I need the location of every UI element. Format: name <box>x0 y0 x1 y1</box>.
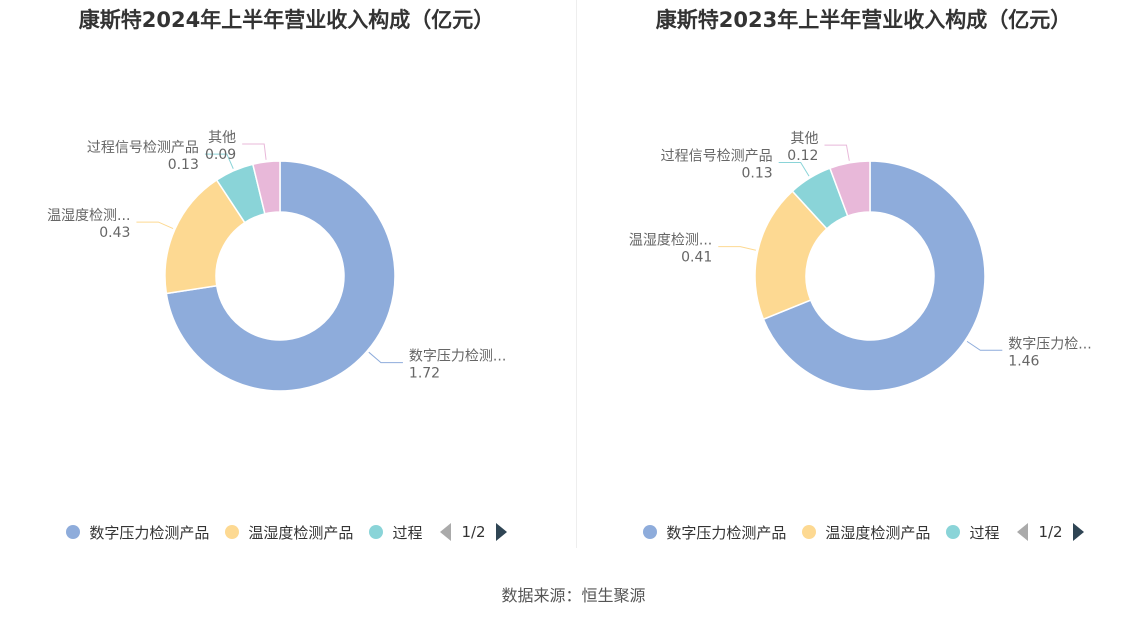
legend-item-digital-pressure[interactable]: 数字压力检测产品 <box>643 522 786 543</box>
legend-label: 数字压力检测产品 <box>666 523 787 542</box>
legend-marker <box>946 525 961 539</box>
slice-label: 其他 <box>208 130 236 146</box>
label-leader-line <box>824 144 850 161</box>
label-leader-line <box>778 161 810 177</box>
pager-next-icon[interactable] <box>1072 523 1084 541</box>
legend-item-temp-humidity[interactable]: 温湿度检测产品 <box>225 522 353 543</box>
slice-label: 温湿度检测... <box>629 233 712 249</box>
chart-panel-2024: 康斯特2024年上半年营业收入构成（亿元） 数字压力检测... 1.72 温湿度检测… <box>0 0 573 560</box>
slice-label: 数字压力检测... <box>409 349 506 365</box>
slice-value-label: 0.12 <box>787 148 818 164</box>
legend-marker <box>802 525 817 539</box>
slice-label: 过程信号检测产品 <box>87 140 199 156</box>
legend-item-process[interactable]: 过程 <box>946 522 999 543</box>
data-source: 数据来源：恒生聚源 <box>501 586 646 605</box>
pager-prev-icon[interactable] <box>440 523 452 541</box>
slice-value-label: 0.41 <box>681 250 712 266</box>
legend: 数字压力检测产品 温湿度检测产品 过程 1/2 <box>0 520 573 544</box>
legend-pager: 1/2 <box>1017 523 1084 541</box>
slice-value-label: 1.72 <box>409 366 440 382</box>
slice-label: 温湿度检测... <box>47 208 130 224</box>
legend-label: 过程 <box>969 523 1000 542</box>
legend-item-process[interactable]: 过程 <box>369 522 422 543</box>
slice-label: 其他 <box>790 131 818 147</box>
slice-value-label: 0.09 <box>205 147 236 163</box>
slice-value-label: 0.13 <box>168 157 199 173</box>
slice-label: 过程信号检测产品 <box>661 148 773 164</box>
chart-panel-2023: 康斯特2023年上半年营业收入构成（亿元） 数字压力检... 1.46 温湿度检测.… <box>577 0 1147 560</box>
pager-text: 1/2 <box>1038 523 1063 541</box>
label-leader-line <box>242 143 267 160</box>
label-leader-line <box>204 153 234 169</box>
pie-slice[interactable] <box>251 160 281 215</box>
legend-label: 数字压力检测产品 <box>89 523 210 542</box>
chart-title: 康斯特2024年上半年营业收入构成（亿元） <box>78 8 495 32</box>
legend-marker <box>643 525 658 539</box>
pie-slice[interactable] <box>165 160 396 392</box>
chart-title: 康斯特2023年上半年营业收入构成（亿元） <box>655 8 1072 32</box>
pager-text: 1/2 <box>461 523 486 541</box>
legend-marker <box>66 525 81 539</box>
pie-slice[interactable] <box>828 160 871 217</box>
slice-value-label: 0.43 <box>99 225 130 241</box>
label-leader-line <box>136 221 174 230</box>
legend-item-digital-pressure[interactable]: 数字压力检测产品 <box>66 522 209 543</box>
legend-item-temp-humidity[interactable]: 温湿度检测产品 <box>802 522 930 543</box>
legend-marker <box>225 525 240 539</box>
label-leader-line <box>368 351 403 364</box>
slice-value-label: 1.46 <box>1008 353 1039 369</box>
pie-slice[interactable] <box>762 160 986 392</box>
label-leader-line <box>718 246 756 251</box>
slice-value-label: 0.13 <box>742 165 773 181</box>
pager-prev-icon[interactable] <box>1017 523 1029 541</box>
panel-divider <box>576 0 577 548</box>
legend-pager: 1/2 <box>440 523 507 541</box>
legend: 数字压力检测产品 温湿度检测产品 过程 1/2 <box>577 520 1147 544</box>
pager-next-icon[interactable] <box>495 523 507 541</box>
legend-label: 温湿度检测产品 <box>825 523 931 542</box>
legend-marker <box>369 525 384 539</box>
legend-label: 过程 <box>392 523 423 542</box>
legend-label: 温湿度检测产品 <box>248 523 354 542</box>
label-leader-line <box>966 340 1003 351</box>
slice-label: 数字压力检... <box>1008 336 1091 352</box>
